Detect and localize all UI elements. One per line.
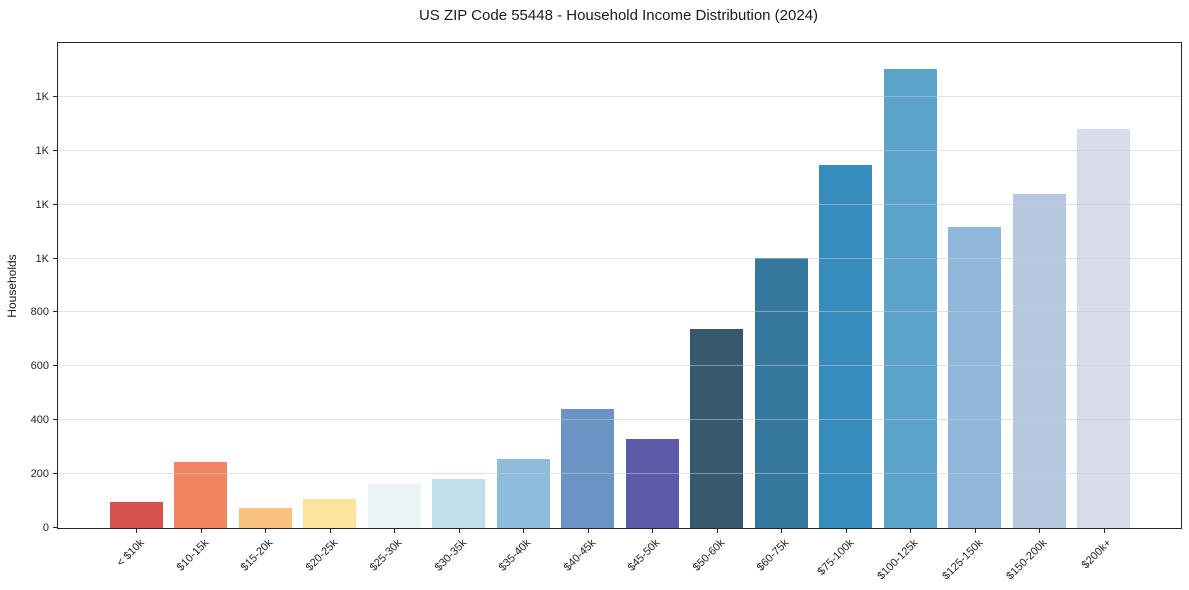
x-tick-label: $10-15k [174,537,211,574]
plot-area: Households 0 200 400 600 800 1K 1K 1K 1K < $10k $1… [5,42,1182,582]
bar-50-60k [690,328,743,528]
x-tick [394,528,395,533]
bar-30-35k [432,479,485,528]
y-tick [53,311,58,313]
y-tick [53,203,58,205]
bar-10-15k [174,461,227,528]
bar-25-30k [367,483,421,528]
x-tick-label: < $10k [114,537,147,570]
bar-40-45k [561,408,614,528]
y-tick-label: 0 [42,522,49,534]
y-tick-label: 1K [35,252,49,265]
x-tick [781,528,782,533]
x-tick-label: $25-30k [367,537,405,574]
y-tick [53,95,58,97]
gridline [58,149,1181,151]
x-tick-label: $35-40k [496,537,534,574]
x-tick-label: $45-50k [625,537,663,574]
x-tick [200,528,202,533]
bar-150-200k [1012,193,1066,528]
gridline [58,473,1181,475]
bar-75-100k [819,164,872,528]
gridline [58,95,1181,97]
bar-100-125k [883,69,937,528]
gridline [58,365,1181,367]
x-tick [1103,528,1105,533]
x-tick [910,528,911,533]
bar-15-20k [238,507,292,528]
y-tick [53,473,58,475]
x-tick [974,528,976,533]
y-tick-label: 600 [30,360,49,373]
y-tick-label: 400 [30,414,49,427]
x-tick-label: $150-200k [1004,537,1050,583]
bar-20-25k [303,498,356,528]
y-tick-label: 1K [35,198,49,211]
x-tick [523,528,524,533]
x-tick-label: $200k+ [1079,537,1114,572]
x-tick [845,528,847,533]
x-tick [265,528,266,533]
chart-title: US ZIP Code 55448 - Household Income Dis… [418,7,819,24]
x-tick-label: $60-75k [754,537,792,574]
bar-125-150k [948,227,1001,528]
x-tick [458,528,460,533]
y-tick-label: 1K [35,90,49,103]
bar-10k [109,501,163,528]
x-tick-label: $15-20k [238,537,276,574]
bar-200k+ [1077,128,1130,528]
x-tick-label: $75-100k [815,537,856,578]
gridline [58,203,1181,205]
y-tick [53,257,58,259]
x-tick-label: $125-150k [939,537,985,583]
y-tick [53,365,58,367]
bar-60-75k [754,257,808,528]
bar-45-50k [625,438,679,528]
x-tick [716,528,718,533]
x-tick [1039,528,1040,533]
gridline [58,419,1181,421]
y-tick [53,419,58,421]
y-tick [53,149,58,151]
x-tick [136,528,137,533]
x-tick-label: $40-45k [561,537,598,574]
x-tick [587,528,589,533]
x-tick [652,528,653,533]
gridline [58,311,1181,313]
gridline [58,257,1181,259]
bar-35-40k [496,458,550,528]
x-tick [329,528,331,533]
y-tick-label: 200 [30,468,49,481]
y-tick-label: 800 [30,306,49,319]
x-tick-label: $20-25k [303,537,340,574]
x-tick-label: $50-60k [690,537,727,574]
y-tick-label: 1K [35,144,49,157]
x-tick-label: $100-125k [875,537,921,583]
y-tick [53,527,58,528]
x-tick-label: $30-35k [432,537,469,574]
